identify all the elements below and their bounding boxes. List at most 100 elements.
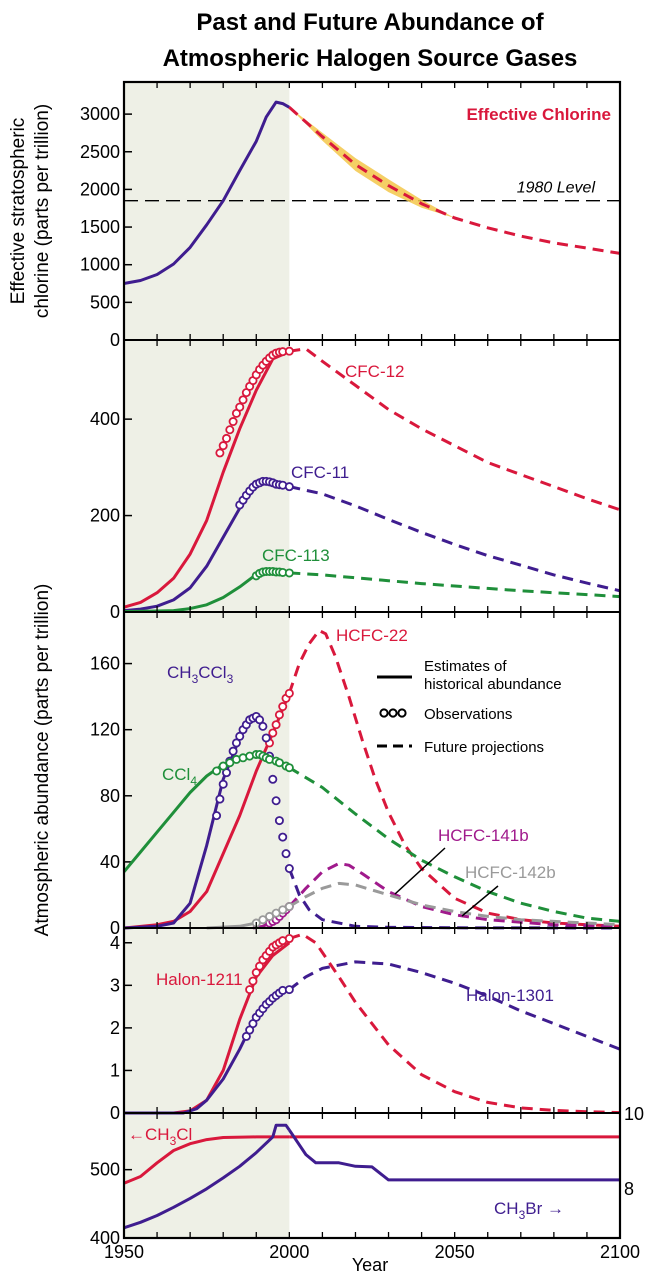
observation-point [284, 864, 294, 874]
observation-point [261, 733, 271, 743]
y-tick-label: 40 [100, 852, 120, 872]
observation-point [212, 766, 222, 776]
series-cfc-11-projection [288, 485, 621, 593]
series-ch3br-projection [288, 1129, 620, 1182]
y-tick-label: 2500 [80, 142, 120, 162]
observation-point [268, 728, 278, 738]
x-axis-label: Year [352, 1255, 388, 1273]
observation-point [222, 433, 232, 443]
series-ch3cl-historical [123, 1135, 290, 1185]
series-effective-chlorine-historical [123, 100, 291, 285]
reference-line-label: 1980 Level [517, 180, 596, 197]
label-ccl4: CCl4 [162, 765, 197, 788]
legend-dashed-label: Future projections [424, 739, 544, 756]
observation-point [215, 794, 225, 804]
y-tick-label: 0 [110, 602, 120, 622]
observation-point [284, 763, 294, 773]
plot-frame [122, 80, 622, 1240]
leader-hcfc-141b [394, 847, 446, 895]
label-hcfc-22: HCFC-22 [336, 626, 408, 645]
observation-point [228, 417, 238, 427]
y-tick-label: 1 [110, 1060, 120, 1080]
y-tick-label: 1500 [80, 217, 120, 237]
observation-point [235, 402, 245, 412]
observation-point [284, 482, 294, 492]
observation-point [245, 985, 255, 995]
y-tick-label: 160 [90, 654, 120, 674]
label-ch3br: CH3Br → [494, 1199, 564, 1222]
observation-point [212, 811, 222, 821]
legend-solid-label-line1: Estimates of [424, 658, 507, 675]
y-tick-label: 4 [110, 933, 120, 953]
y-tick-label: 200 [90, 506, 120, 526]
observation-point [271, 796, 281, 806]
y-tick-label: 2 [110, 1018, 120, 1038]
series-ccl4-projection [288, 766, 621, 923]
chart-title-line1: Past and Future Abundance of [196, 9, 544, 36]
observation-point [225, 425, 235, 435]
y-tick-label: 400 [90, 409, 120, 429]
label-hcfc-141b: HCFC-141b [438, 826, 529, 845]
legend-circle-icon [388, 708, 398, 718]
observation-point [274, 816, 284, 826]
observation-point [281, 849, 291, 859]
x-tick-label: 2000 [269, 1242, 309, 1262]
series-halon-1301-projection [288, 960, 621, 1051]
leader-hcfc-142b [461, 885, 499, 917]
observation-point [218, 779, 228, 789]
y-tick-label: 0 [110, 1103, 120, 1123]
x-tick-label: 2050 [435, 1242, 475, 1262]
y-label-chlorine-line1: Effective stratospheric [8, 118, 29, 305]
y-tick-label: 120 [90, 720, 120, 740]
legend-circles-label: Observations [424, 706, 512, 723]
observation-point [215, 448, 225, 458]
series-ch3br-historical [123, 1123, 291, 1230]
panel-hcfc: 0 40 80 120 160 [90, 612, 621, 938]
label-hcfc-142b: HCFC-142b [465, 863, 556, 882]
label-effective-chlorine: Effective Chlorine [466, 105, 611, 124]
panel-chlorine: 0 500 1000 1500 2000 2500 3000 1980 Level [80, 82, 621, 350]
series-effective-chlorine-projection [288, 106, 621, 255]
observation-point [284, 568, 294, 578]
x-tick-label: 2100 [600, 1242, 640, 1262]
label-ch3cl: ←CH3Cl [128, 1125, 192, 1148]
observation-point [284, 346, 294, 356]
observation-point [284, 688, 294, 698]
observation-point [274, 710, 284, 720]
y-tick-label: 500 [90, 292, 120, 312]
observation-point [271, 720, 281, 730]
x-tick-label: 1950 [104, 1242, 144, 1262]
y-tick-label: 3 [110, 975, 120, 995]
legend-circle-icon [379, 708, 389, 718]
series-cfc-12-historical [123, 350, 290, 609]
y-tick-label: 400 [90, 1228, 120, 1248]
right-y-tick-label: 10 [624, 1104, 644, 1124]
y-tick-label: 0 [110, 918, 120, 938]
y-label-chlorine-line2: chlorine (parts per trillion) [32, 104, 53, 318]
series-hcfc-22-projection [287, 629, 621, 928]
observation-point [284, 902, 294, 912]
legend-solid-label-line2: historical abundance [424, 676, 562, 693]
y-tick-label: 3000 [80, 104, 120, 124]
panel-cfc: 0 200 400 [90, 340, 621, 622]
label-halon-1301: Halon-1301 [466, 986, 554, 1005]
observation-point [258, 721, 268, 731]
observation-point [228, 746, 238, 756]
y-tick-label: 80 [100, 786, 120, 806]
y-tick-label: 2000 [80, 179, 120, 199]
observation-point [218, 441, 228, 451]
observation-point [284, 934, 294, 944]
series-cfc-113-projection [289, 571, 621, 599]
label-halon-1211: Halon-1211 [156, 970, 243, 989]
panel-halon: 0 1 2 3 4 [110, 928, 621, 1123]
legend-circle-icon [397, 708, 407, 718]
observation-point [248, 976, 258, 986]
series-hcfc-142b-projection [288, 881, 621, 927]
y-tick-label: 1000 [80, 255, 120, 275]
chart-title-line2: Atmospheric Halogen Source Gases [163, 45, 578, 72]
series-hcfc-141b-projection [288, 862, 621, 928]
historical-period-shading [124, 82, 290, 1238]
